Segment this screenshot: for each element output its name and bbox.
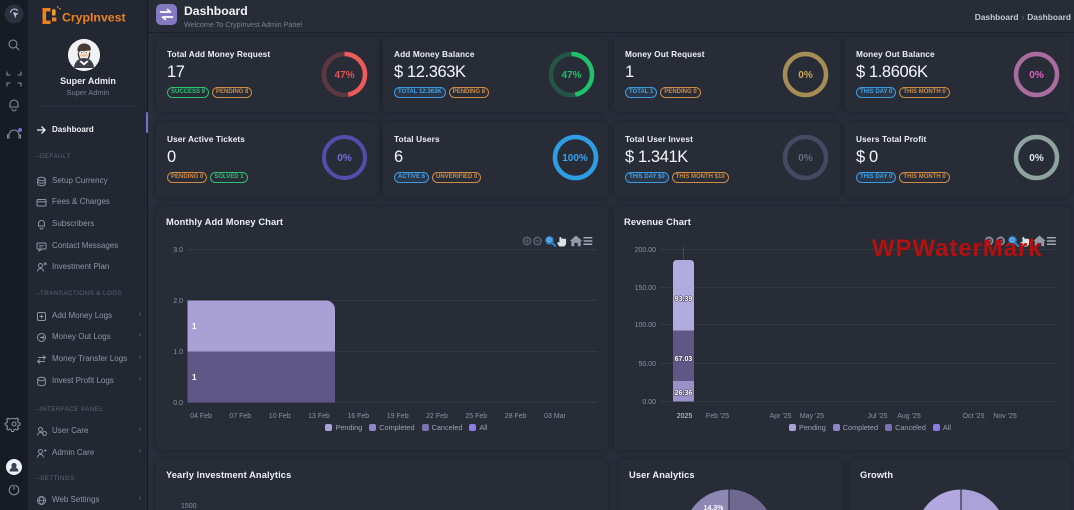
svg-text:200.00: 200.00: [635, 247, 657, 254]
svg-text:50.00: 50.00: [638, 361, 656, 368]
svg-text:1.0: 1.0: [173, 349, 183, 356]
svg-text:16 Feb: 16 Feb: [347, 413, 369, 420]
svg-text:03 Mar: 03 Mar: [544, 413, 566, 420]
svg-text:Apr '25: Apr '25: [770, 413, 792, 420]
svg-text:22 Feb: 22 Feb: [426, 413, 448, 420]
svg-text:Nov '25: Nov '25: [993, 413, 1017, 420]
svg-text:04 Feb: 04 Feb: [190, 413, 212, 420]
svg-text:25 Feb: 25 Feb: [465, 413, 487, 420]
svg-text:Oct '25: Oct '25: [963, 413, 985, 420]
svg-text:Jul '25: Jul '25: [867, 413, 887, 420]
svg-text:0.0: 0.0: [173, 400, 183, 407]
svg-text:1: 1: [192, 373, 197, 382]
svg-text:100.00: 100.00: [635, 322, 657, 329]
svg-text:CrypInvest: CrypInvest: [62, 10, 126, 24]
svg-text:0.00: 0.00: [642, 399, 656, 406]
svg-text:28 Feb: 28 Feb: [505, 413, 527, 420]
svg-text:19 Feb: 19 Feb: [387, 413, 409, 420]
svg-text:07 Feb: 07 Feb: [229, 413, 251, 420]
svg-text:26.36: 26.36: [675, 390, 693, 397]
svg-text:150.00: 150.00: [635, 285, 657, 292]
svg-text:10 Feb: 10 Feb: [269, 413, 291, 420]
svg-text:13 Feb: 13 Feb: [308, 413, 330, 420]
svg-text:93.39: 93.39: [675, 296, 693, 303]
svg-text:3.0: 3.0: [173, 247, 183, 254]
svg-text:67.03: 67.03: [675, 356, 693, 363]
svg-text:1: 1: [192, 322, 197, 331]
svg-text:May '25: May '25: [800, 413, 824, 420]
svg-text:2.0: 2.0: [173, 298, 183, 305]
svg-text:14.3%: 14.3%: [703, 505, 724, 510]
svg-text:2025: 2025: [677, 413, 693, 420]
svg-text:Aug '25: Aug '25: [897, 413, 921, 420]
svg-text:Feb '25: Feb '25: [706, 413, 729, 420]
